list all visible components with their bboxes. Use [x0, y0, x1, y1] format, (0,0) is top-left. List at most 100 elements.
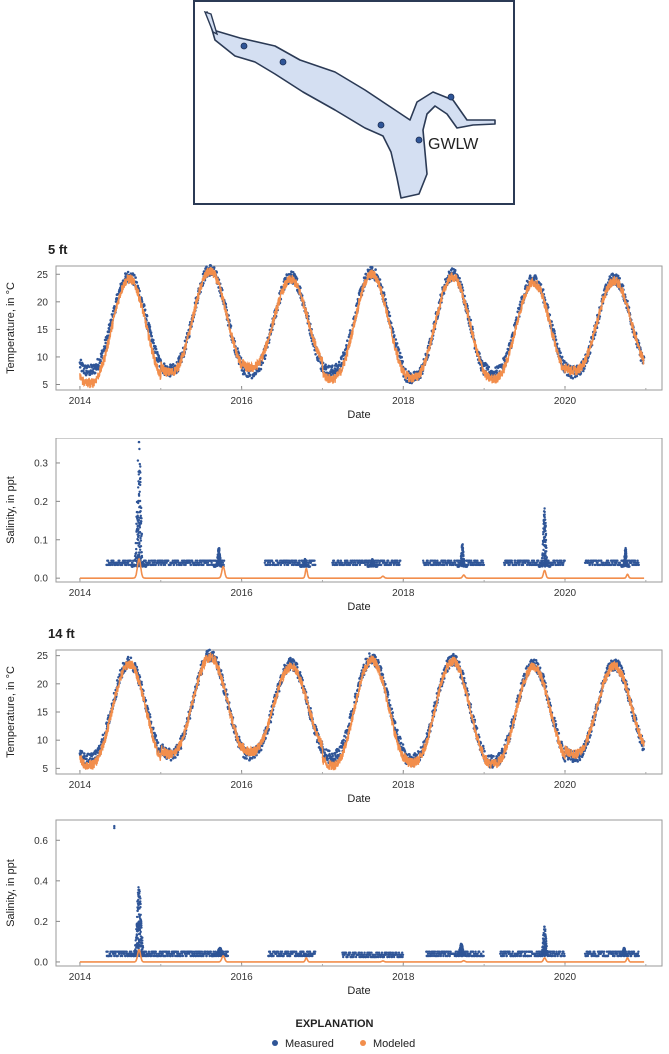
measured-point [340, 357, 343, 361]
measured-point [513, 561, 517, 564]
measured-point [621, 284, 625, 288]
measured-point [80, 751, 84, 754]
measured-point [149, 331, 153, 334]
measured-point [544, 540, 547, 544]
measured-point [250, 376, 254, 380]
measured-point [140, 517, 143, 520]
measured-point [616, 274, 620, 278]
measured-point [453, 559, 456, 562]
measured-point [326, 757, 330, 760]
measured-point [386, 693, 390, 696]
measured-point [154, 563, 157, 567]
measured-point [401, 743, 405, 746]
measured-point [205, 265, 208, 268]
measured-point [385, 561, 389, 564]
measured-point [144, 565, 148, 568]
measured-point [328, 749, 331, 753]
measured-point [136, 538, 140, 542]
measured-point [148, 715, 152, 719]
measured-point [452, 652, 455, 656]
measured-point [106, 336, 109, 340]
measured-point [461, 543, 464, 546]
measured-point [136, 514, 139, 517]
measured-point [100, 354, 103, 357]
measured-point [392, 563, 396, 567]
measured-point [136, 511, 140, 514]
measured-point [556, 559, 559, 562]
x-tick-label: 2014 [69, 588, 92, 599]
measured-point [137, 480, 140, 483]
measured-point [295, 559, 298, 562]
measured-point [462, 558, 466, 561]
measured-point [121, 563, 124, 567]
measured-point [276, 559, 279, 562]
measured-point [389, 321, 393, 325]
measured-point [539, 283, 543, 286]
measured-point [395, 342, 399, 345]
measured-point [615, 561, 618, 564]
measured-point [174, 756, 177, 759]
measured-point [532, 559, 536, 562]
measured-point [541, 559, 544, 562]
measured-point [146, 708, 150, 711]
measured-point [138, 555, 141, 558]
measured-point [209, 264, 213, 267]
measured-point [183, 559, 186, 562]
measured-point [324, 363, 327, 366]
measured-point [470, 559, 473, 562]
measured-point [443, 563, 446, 567]
measured-point [266, 561, 270, 564]
measured-point [496, 366, 500, 370]
measured-point [324, 748, 328, 751]
measured-point [557, 347, 561, 351]
measured-point [169, 758, 173, 762]
measured-point [544, 524, 547, 527]
series-modeled-line [79, 266, 645, 389]
measured-point [124, 559, 128, 562]
measured-point [445, 563, 449, 567]
measured-point [340, 561, 344, 564]
measured-point [477, 561, 481, 564]
measured-point [159, 563, 163, 567]
measured-point [140, 506, 143, 510]
y-tick-label: 10 [37, 352, 49, 363]
measured-point [163, 563, 167, 567]
measured-point [637, 561, 640, 564]
measured-point [428, 561, 432, 564]
measured-point [332, 559, 336, 562]
measured-point [346, 559, 349, 562]
measured-point [104, 341, 107, 345]
x-tick-label: 2018 [392, 396, 415, 407]
measured-point [138, 462, 141, 466]
measured-point [387, 311, 391, 314]
measured-point [541, 288, 545, 291]
measured-point [144, 559, 147, 562]
measured-point [377, 559, 380, 562]
measured-point [349, 563, 352, 567]
measured-point [355, 563, 359, 567]
measured-point [308, 565, 312, 568]
measured-point [97, 367, 100, 371]
measured-point [247, 372, 251, 375]
measured-point [563, 360, 566, 363]
measured-point [287, 563, 290, 567]
measured-point [424, 563, 428, 567]
measured-point [465, 565, 469, 568]
river-channel [206, 11, 496, 199]
measured-point [298, 559, 301, 562]
measured-point [544, 529, 547, 533]
measured-point [205, 652, 208, 655]
measured-point [553, 559, 556, 562]
measured-point [139, 510, 142, 513]
measured-point [396, 728, 399, 732]
measured-point [452, 563, 455, 567]
measured-point [195, 563, 198, 567]
measured-point [272, 561, 275, 564]
measured-point [383, 559, 386, 562]
measured-point [487, 365, 491, 369]
measured-point [401, 360, 405, 363]
measured-point [461, 546, 465, 550]
measured-point [218, 549, 221, 552]
measured-point [595, 559, 598, 562]
